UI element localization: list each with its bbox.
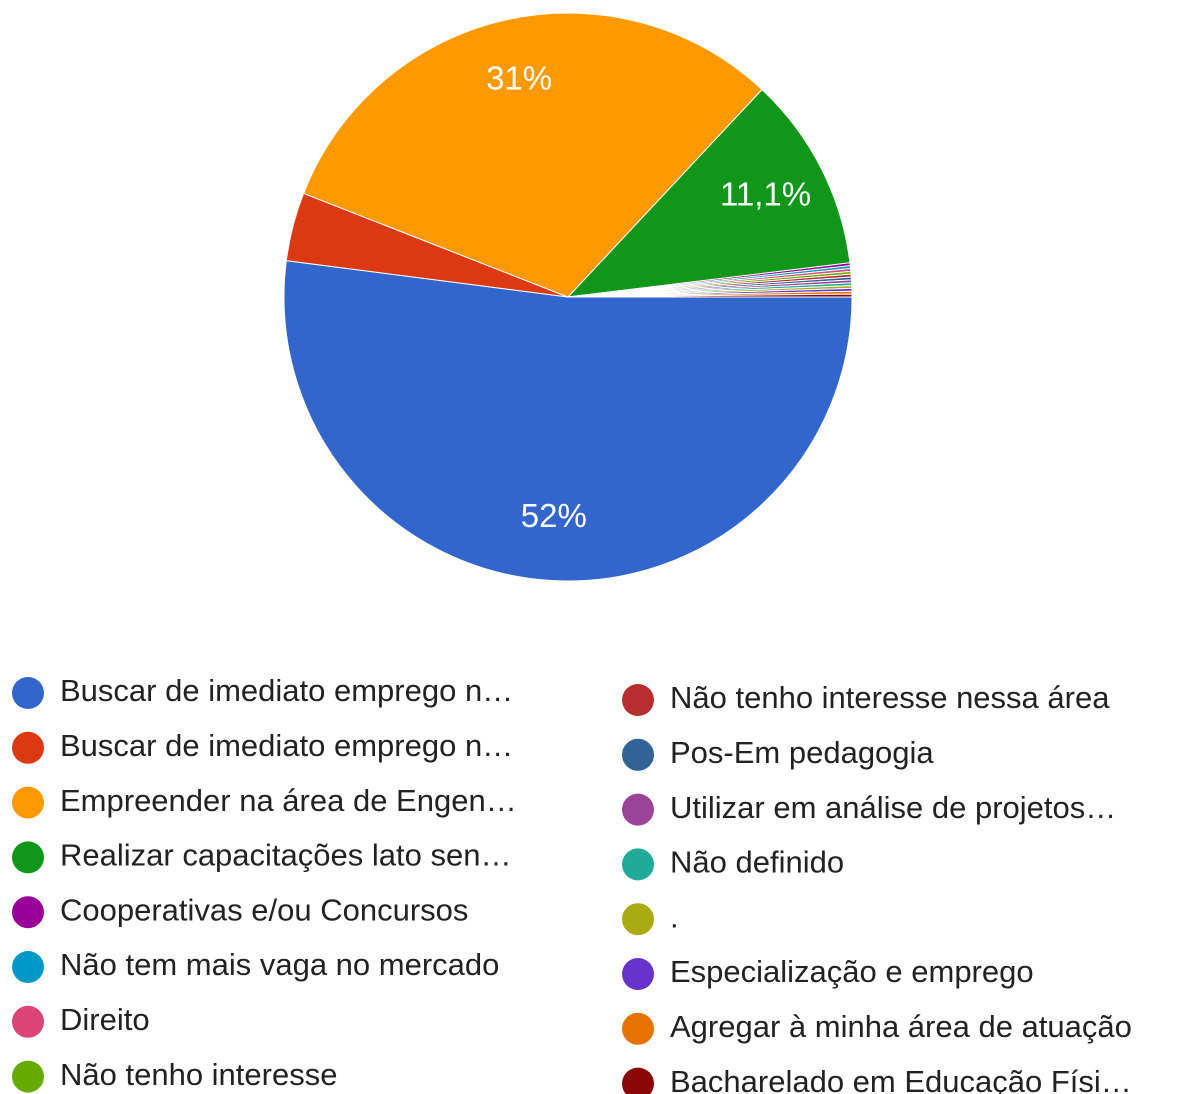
- legend-label: Especialização e emprego: [670, 954, 1034, 989]
- legend-marker: [12, 951, 44, 983]
- legend-label: Bacharelado em Educação Físi…: [670, 1064, 1132, 1094]
- legend-marker: [622, 684, 654, 716]
- legend-marker: [12, 896, 44, 929]
- pie-slice: [567, 293, 853, 298]
- legend-label: Cooperativas e/ou Concursos: [60, 892, 468, 927]
- legend-label: Agregar à minha área de atuação: [670, 1009, 1132, 1044]
- legend-label: Não tenho interesse: [60, 1057, 337, 1092]
- legend-marker: [622, 1012, 654, 1045]
- legend-marker: [12, 786, 44, 819]
- legend-marker: [12, 1005, 44, 1038]
- legend-marker: [12, 677, 44, 709]
- pie-slice: [566, 88, 851, 298]
- legend-label: .: [670, 899, 679, 934]
- legend-label: Não definido: [670, 845, 844, 880]
- legend-label: Pos-Em pedagogia: [670, 735, 934, 770]
- legend-label: Não tem mais vaga no mercado: [60, 947, 499, 982]
- legend-label: Utilizar em análise de projetos…: [670, 790, 1116, 825]
- slice-label: 11,1%: [720, 175, 811, 212]
- legend-marker: [622, 1067, 654, 1094]
- legend-marker: [622, 738, 654, 771]
- slice-label: 52%: [521, 497, 587, 534]
- legend-label: Buscar de imediato emprego n…: [60, 728, 513, 763]
- legend-label: Buscar de imediato emprego n…: [60, 673, 513, 708]
- legend-marker: [12, 1060, 44, 1093]
- legend-label: Empreender na área de Engen…: [60, 783, 517, 818]
- legend-marker: [12, 841, 44, 874]
- legend-marker: [12, 731, 44, 764]
- legend-marker: [622, 848, 654, 881]
- pie-slice: [283, 260, 853, 582]
- pie-slice: [302, 12, 763, 298]
- legend-label: Não tenho interesse nessa área: [670, 680, 1110, 715]
- legend-label: Realizar capacitações lato sen…: [60, 838, 511, 873]
- legend-marker: [622, 903, 654, 936]
- legend-label: Direito: [60, 1002, 150, 1037]
- legend-marker: [622, 958, 654, 990]
- slice-label: 31%: [486, 60, 552, 97]
- legend-marker: [622, 793, 654, 826]
